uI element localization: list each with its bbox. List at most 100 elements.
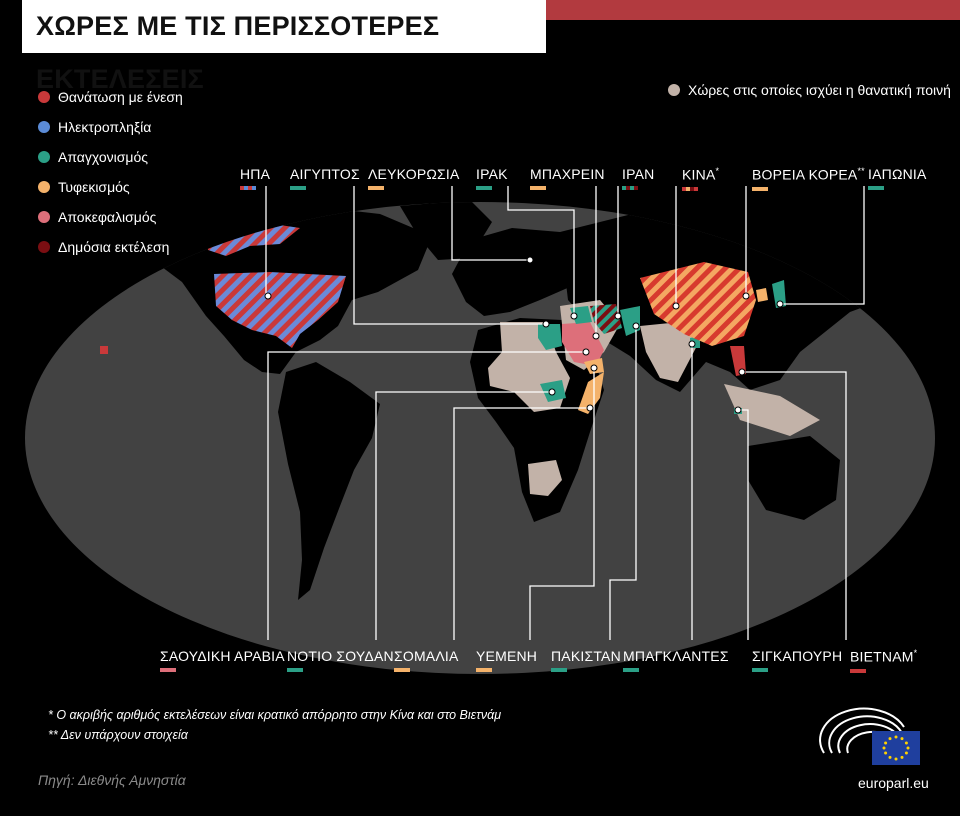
legend-item-shooting: Τυφεκισμός xyxy=(38,172,183,202)
bottom-country-label-2: ΣΟΜΑΛΙΑ xyxy=(394,648,459,672)
method-swatch xyxy=(240,186,256,190)
legend-label: Τυφεκισμός xyxy=(58,179,130,195)
iran-area xyxy=(590,304,622,334)
leader-iraq xyxy=(507,186,575,316)
top-country-label-2: ΛΕΥΚΟΡΩΣΙΑ xyxy=(368,166,460,190)
leader-japan xyxy=(780,186,865,305)
leader-vietnam xyxy=(742,371,847,640)
hawaii-dots xyxy=(100,346,108,354)
egypt-area xyxy=(538,324,562,350)
legend-label: Ηλεκτροπληξία xyxy=(58,119,152,135)
legend-label: Απαγχονισμός xyxy=(58,149,149,165)
country-name: ΙΡΑΚ xyxy=(476,166,508,182)
source-note: Πηγή: Διεθνής Αμνηστία xyxy=(38,772,186,788)
country-name: ΙΡΑΝ xyxy=(622,166,655,182)
legend-item-hanging: Απαγχονισμός xyxy=(38,142,183,172)
legend-dot xyxy=(38,91,50,103)
legend-label: Δημόσια εκτέλεση xyxy=(58,239,170,255)
saudi-arabia-area xyxy=(562,322,604,366)
legend-item-public-execution: Δημόσια εκτέλεση xyxy=(38,232,183,262)
iraq-area xyxy=(570,306,592,324)
europarl-link[interactable]: europarl.eu xyxy=(858,775,929,791)
legend-item-beheading: Αποκεφαλισμός xyxy=(38,202,183,232)
country-name: ΜΠΑΓΚΛΑΝΤΕΣ xyxy=(623,648,729,664)
top-country-label-5: ΙΡΑΝ xyxy=(622,166,654,190)
method-swatch xyxy=(160,668,176,672)
method-swatch xyxy=(287,668,303,672)
leader-saudi xyxy=(267,351,586,640)
legend-dot xyxy=(38,211,50,223)
country-name: ΠΑΚΙΣΤΑΝ xyxy=(551,648,621,664)
legend-dot xyxy=(38,151,50,163)
leader-egypt xyxy=(353,186,546,325)
country-name: ΒΟΡΕΙΑ ΚΟΡΕΑ xyxy=(752,166,858,183)
leader-somalia xyxy=(453,407,590,640)
top-country-label-1: ΑΙΓΥΠΤΟΣ xyxy=(290,166,360,190)
top-country-label-0: ΗΠΑ xyxy=(240,166,270,190)
method-swatch xyxy=(551,668,567,672)
country-name: ΙΑΠΩΝΙΑ xyxy=(868,166,927,182)
method-swatch xyxy=(368,186,384,190)
india-area xyxy=(640,322,700,382)
top-country-label-4: ΜΠΑΧΡΕΙΝ xyxy=(530,166,605,190)
retentionist-legend: Χώρες στις οποίες ισχύει η θανατική ποιν… xyxy=(668,82,951,98)
southern-africa-retentionist xyxy=(528,460,562,496)
footnote-1: * Ο ακριβής αριθμός εκτελέσεων είναι κρα… xyxy=(48,708,502,722)
legend-dot xyxy=(38,181,50,193)
bottom-country-label-7: ΒΙΕΤΝΑΜ* xyxy=(850,648,917,673)
leader-south-sudan xyxy=(375,391,552,640)
country-name: ΚΙΝΑ xyxy=(682,166,716,183)
method-swatch xyxy=(752,668,768,672)
top-country-label-6: ΚΙΝΑ* xyxy=(682,166,719,191)
country-name: ΝΟΤΙΟ ΣΟΥΔΑΝ xyxy=(287,648,394,664)
country-name: ΒΙΕΤΝΑΜ xyxy=(850,648,914,665)
footnote-2: ** Δεν υπάρχουν στοιχεία xyxy=(48,728,188,742)
legend-dot xyxy=(38,121,50,133)
legend-item-injection: Θανάτωση με ένεση xyxy=(38,82,183,112)
method-swatch xyxy=(290,186,306,190)
footnote-mark: ** xyxy=(857,166,865,176)
method-swatch xyxy=(682,186,698,191)
legend-item-electrocution: Ηλεκτροπληξία xyxy=(38,112,183,142)
japan-area xyxy=(772,280,786,308)
bottom-country-label-1: ΝΟΤΙΟ ΣΟΥΔΑΝ xyxy=(287,648,394,672)
leader-pakistan xyxy=(609,326,637,640)
leader-yemen xyxy=(529,368,595,640)
bottom-country-label-6: ΣΙΓΚΑΠΟΥΡΗ xyxy=(752,648,842,672)
country-name: ΑΙΓΥΠΤΟΣ xyxy=(290,166,360,182)
method-swatch xyxy=(530,186,546,190)
country-name: ΜΠΑΧΡΕΙΝ xyxy=(530,166,605,182)
country-name: ΥΕΜΕΝΗ xyxy=(476,648,538,664)
method-swatch xyxy=(868,186,884,190)
leader-dots xyxy=(264,256,784,414)
top-country-label-3: ΙΡΑΚ xyxy=(476,166,508,190)
legend-label: Αποκεφαλισμός xyxy=(58,209,157,225)
somalia-area xyxy=(578,372,604,414)
europe xyxy=(452,228,586,316)
legend-dot xyxy=(668,84,680,96)
legend-label: Χώρες στις οποίες ισχύει η θανατική ποιν… xyxy=(688,82,951,98)
method-legend: Θανάτωση με ένεση Ηλεκτροπληξία Απαγχονι… xyxy=(38,82,183,262)
leader-belarus xyxy=(451,186,530,261)
method-swatch xyxy=(394,668,410,672)
country-name: ΗΠΑ xyxy=(240,166,271,182)
country-name: ΣΟΜΑΛΙΑ xyxy=(394,648,459,664)
leader-lines xyxy=(265,186,865,640)
method-swatch xyxy=(476,186,492,190)
south-america xyxy=(278,362,380,600)
north-korea-area xyxy=(756,288,768,302)
bottom-country-label-4: ΠΑΚΙΣΤΑΝ xyxy=(551,648,621,672)
country-name: ΣΙΓΚΑΠΟΥΡΗ xyxy=(752,648,843,664)
method-swatch xyxy=(623,668,639,672)
eu-stars xyxy=(882,735,910,761)
top-country-label-7: ΒΟΡΕΙΑ ΚΟΡΕΑ** xyxy=(752,166,865,191)
bottom-country-label-3: ΥΕΜΕΝΗ xyxy=(476,648,537,672)
footnotes: * Ο ακριβής αριθμός εκτελέσεων είναι κρα… xyxy=(48,705,501,745)
header-accent-bar xyxy=(546,0,960,20)
method-swatch xyxy=(622,186,638,190)
european-parliament-logo xyxy=(819,707,920,765)
method-swatch xyxy=(752,186,768,191)
australia xyxy=(748,436,840,520)
method-swatch xyxy=(476,668,492,672)
